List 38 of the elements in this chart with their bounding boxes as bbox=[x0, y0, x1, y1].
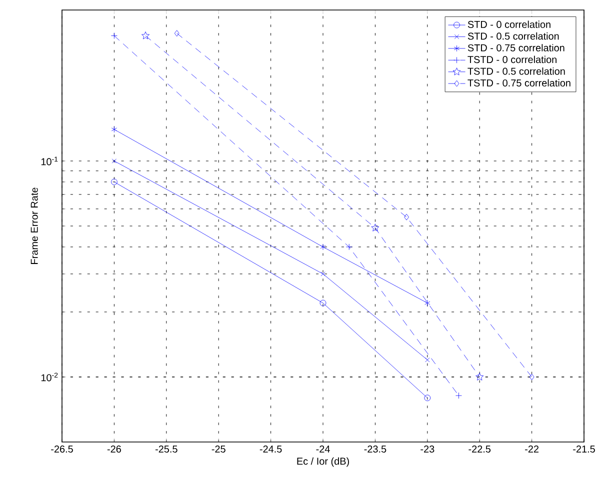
x-tick-label: -25 bbox=[212, 446, 226, 453]
legend-label: STD - 0.75 correlation bbox=[468, 44, 564, 52]
point bbox=[424, 300, 430, 306]
x-tick-label: -22.5 bbox=[468, 446, 491, 453]
legend-label: TSTD - 0 correlation bbox=[468, 56, 556, 64]
point bbox=[320, 300, 326, 306]
point bbox=[111, 126, 117, 133]
x-axis-title: Ec / Ior (dB) bbox=[297, 457, 349, 467]
y-tick-label: 10$^{-2}$ bbox=[41, 372, 58, 382]
x-tick-label: -23.5 bbox=[364, 446, 386, 453]
x-tick-label: -24 bbox=[316, 446, 330, 452]
x-tick-label: -21.5 bbox=[573, 446, 595, 453]
point bbox=[174, 30, 180, 37]
point bbox=[346, 244, 352, 250]
y-tick-label: 10$^{-1}$ bbox=[41, 156, 58, 166]
x-tick-label: -26.5 bbox=[51, 446, 73, 453]
x-tick-label: -22 bbox=[525, 446, 539, 452]
legend-label: TSTD - 0.75 correlation bbox=[468, 79, 570, 86]
point bbox=[456, 392, 462, 399]
x-tick-label: -23 bbox=[420, 446, 434, 453]
point bbox=[425, 358, 430, 362]
point bbox=[476, 372, 484, 380]
x-tick-label: -25.5 bbox=[155, 446, 178, 453]
point bbox=[371, 224, 380, 232]
x-tick-label: -24.5 bbox=[260, 446, 282, 453]
x-tick-label: -26 bbox=[107, 446, 121, 453]
legend-label: TSTD - 0.5 correlation bbox=[468, 67, 565, 75]
point bbox=[529, 374, 534, 380]
legend-label: STD - 0 correlation bbox=[468, 20, 550, 28]
point bbox=[142, 32, 150, 40]
point bbox=[320, 244, 326, 250]
point bbox=[424, 394, 431, 402]
point bbox=[320, 272, 326, 276]
legend-label: STD - 0.5 correlation bbox=[468, 32, 559, 40]
point bbox=[112, 158, 117, 164]
y-axis-title: Frame Error Rate bbox=[30, 188, 38, 264]
point bbox=[111, 178, 118, 186]
point bbox=[404, 214, 409, 220]
